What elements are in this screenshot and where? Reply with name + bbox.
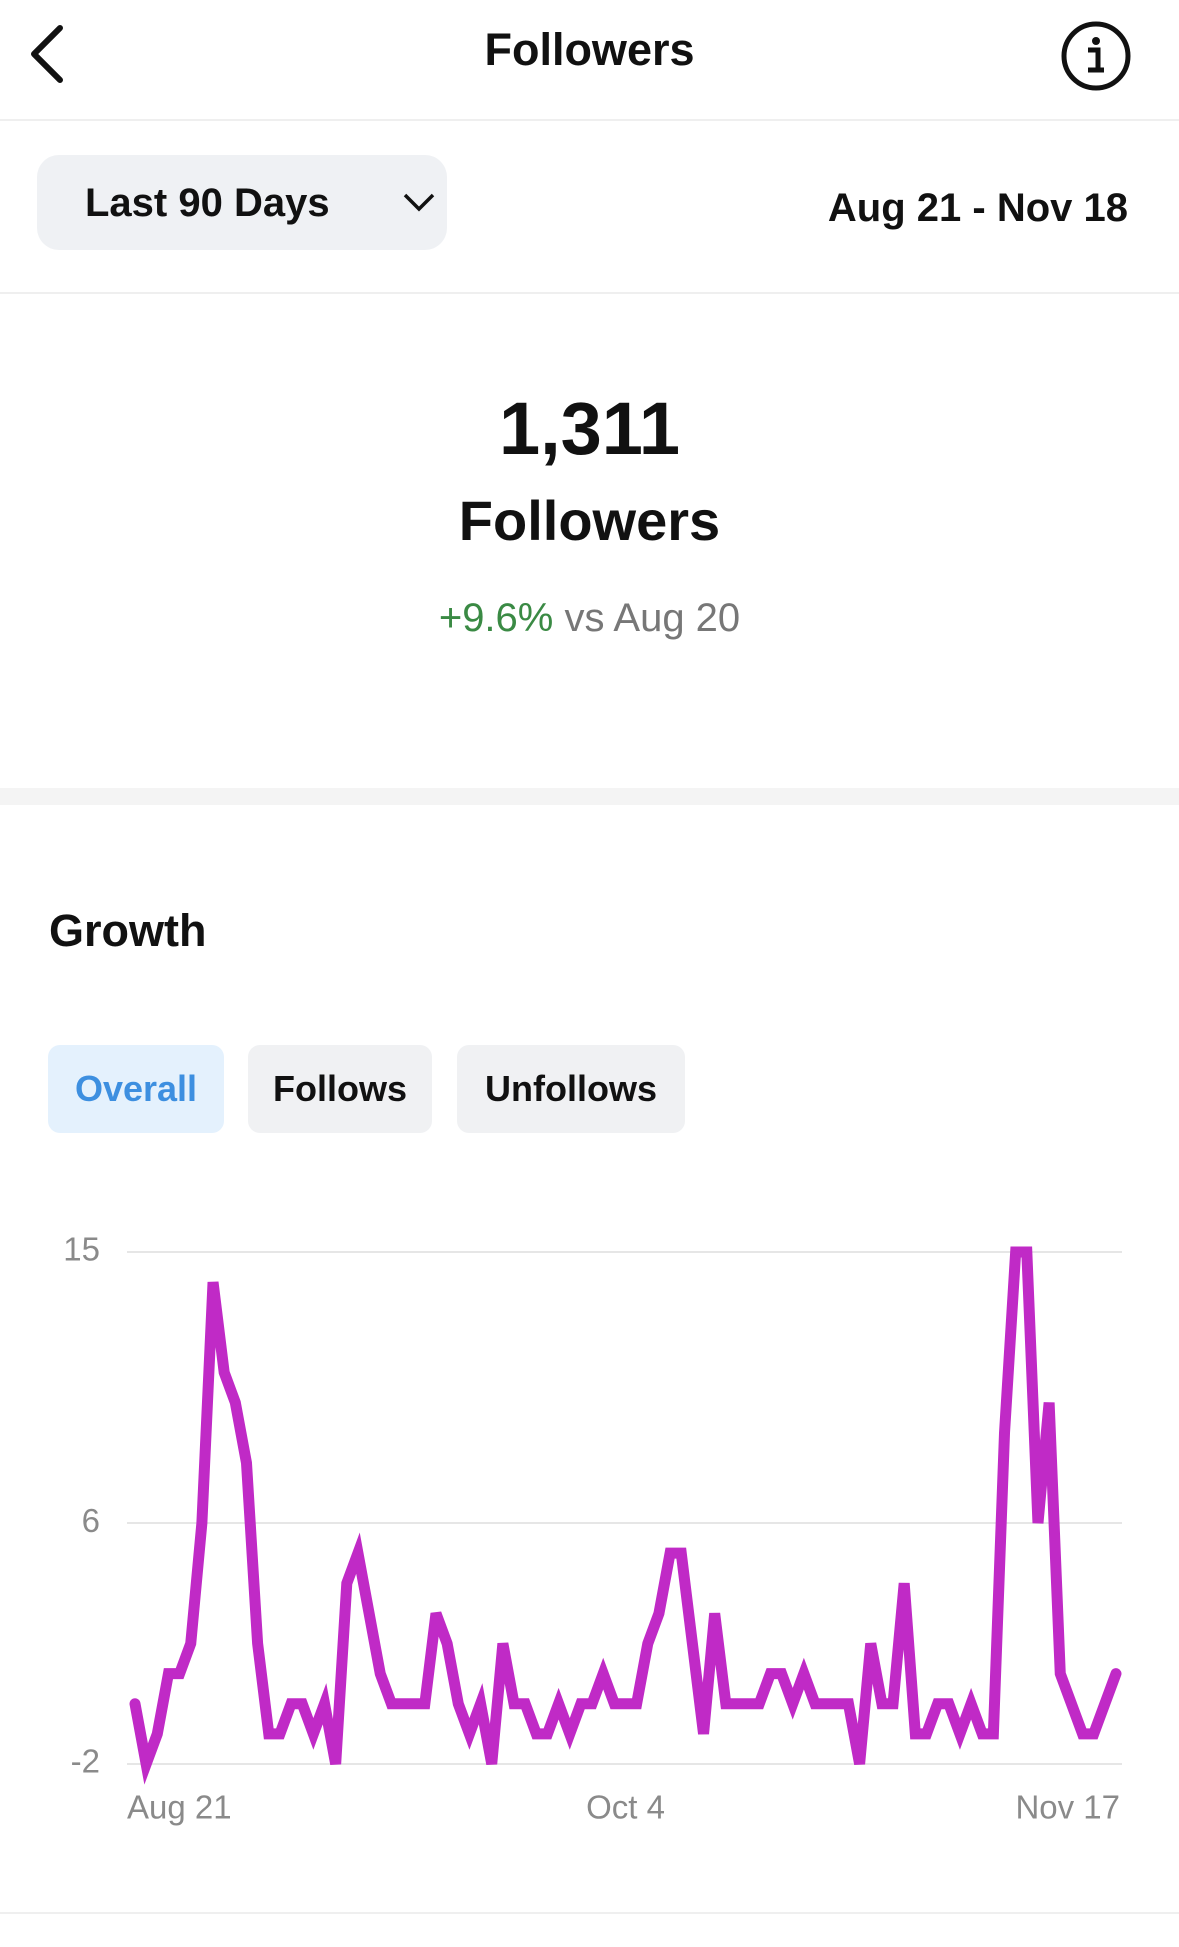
date-range: Aug 21 - Nov 18 xyxy=(827,186,1128,230)
divider xyxy=(0,119,1179,121)
comparison: vs Aug 20 xyxy=(564,596,741,640)
dropdown-label: Last 90 Days xyxy=(85,181,330,225)
x-tick-label: Oct 4 xyxy=(586,1789,665,1826)
tab[interactable]: Unfollows xyxy=(457,1045,685,1133)
info-button[interactable] xyxy=(1058,18,1134,94)
header-title: Followers xyxy=(484,24,695,75)
follower-count: 1,311 xyxy=(498,387,681,470)
x-tick-label: Aug 21 xyxy=(127,1789,232,1826)
y-tick-label: -2 xyxy=(71,1743,100,1780)
divider xyxy=(0,1912,1179,1914)
tab[interactable]: Follows xyxy=(248,1045,432,1133)
follower-label: Followers xyxy=(458,489,721,552)
divider xyxy=(0,292,1179,294)
back-button[interactable] xyxy=(24,22,68,86)
chart: -2 6 15 Aug 21 Oct 4 Nov 17 xyxy=(63,1231,1122,1826)
y-tick-label: 6 xyxy=(82,1502,100,1539)
section-gap xyxy=(0,788,1179,805)
change-percent: +9.6% xyxy=(438,596,554,640)
y-tick-label: 15 xyxy=(63,1231,100,1268)
x-tick-label: Nov 17 xyxy=(1015,1789,1120,1826)
data-line xyxy=(129,1246,1122,1785)
section-title: Growth xyxy=(49,905,207,956)
change: +9.6% vs Aug 20 xyxy=(0,596,1179,641)
range-dropdown[interactable]: Last 90 Days xyxy=(37,155,447,250)
tab[interactable]: Overall xyxy=(48,1045,224,1133)
